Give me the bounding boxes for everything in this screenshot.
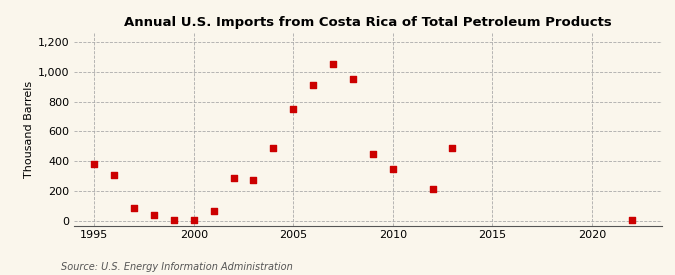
Point [208, 209, 219, 213]
Point [228, 175, 239, 180]
Point [248, 178, 259, 182]
Point [168, 218, 179, 222]
Point [109, 173, 119, 177]
Point [88, 162, 99, 167]
Point [288, 107, 298, 111]
Point [128, 205, 139, 210]
Point [626, 217, 637, 222]
Point [327, 61, 338, 66]
Point [348, 77, 358, 81]
Point [188, 218, 199, 222]
Y-axis label: Thousand Barrels: Thousand Barrels [24, 81, 34, 178]
Point [387, 167, 398, 171]
Point [447, 146, 458, 150]
Point [148, 213, 159, 217]
Point [268, 146, 279, 150]
Text: Source: U.S. Energy Information Administration: Source: U.S. Energy Information Administ… [61, 262, 292, 272]
Point [308, 83, 319, 87]
Point [427, 187, 438, 191]
Point [367, 152, 378, 156]
Title: Annual U.S. Imports from Costa Rica of Total Petroleum Products: Annual U.S. Imports from Costa Rica of T… [124, 16, 612, 29]
